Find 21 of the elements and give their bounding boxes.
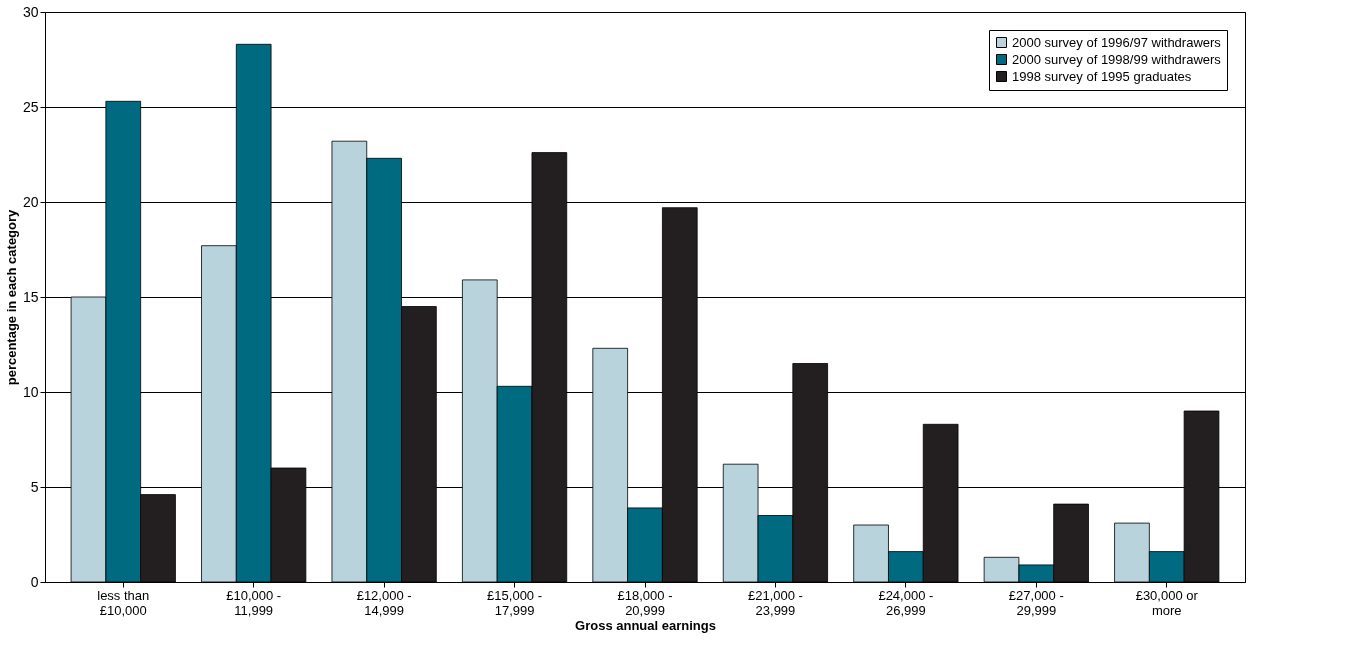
y-tick-label: 5 <box>30 478 39 495</box>
x-tick-label: less than £10,000 <box>97 587 150 618</box>
y-tick-label: 30 <box>22 3 39 20</box>
y-axis-title: percentage in each category <box>3 208 19 386</box>
x-tick-label: £10,000 - 11,999 <box>226 587 282 618</box>
x-tick-label: £24,000 - 26,999 <box>878 587 934 618</box>
legend-label: 2000 survey of 1996/97 withdrawers <box>1012 34 1222 50</box>
y-tick-label: 25 <box>22 98 39 115</box>
legend-label: 2000 survey of 1998/99 withdrawers <box>1012 51 1222 67</box>
y-tick-label: 15 <box>22 288 39 305</box>
x-tick-label: £30,000 or more <box>1135 587 1199 618</box>
y-tick-label: 20 <box>22 193 39 210</box>
x-tick-label: £27,000 - 29,999 <box>1008 587 1064 618</box>
x-tick-label: £21,000 - 23,999 <box>747 587 803 618</box>
x-tick-label: £18,000 - 20,999 <box>617 587 673 618</box>
x-tick-label: £12,000 - 14,999 <box>356 587 412 618</box>
y-tick-label: 10 <box>22 383 39 400</box>
x-tick-label: £15,000 - 17,999 <box>487 587 543 618</box>
x-axis-title: Gross annual earnings <box>575 617 716 633</box>
y-tick-label: 0 <box>30 573 39 590</box>
legend-label: 1998 survey of 1995 graduates <box>1012 68 1192 84</box>
